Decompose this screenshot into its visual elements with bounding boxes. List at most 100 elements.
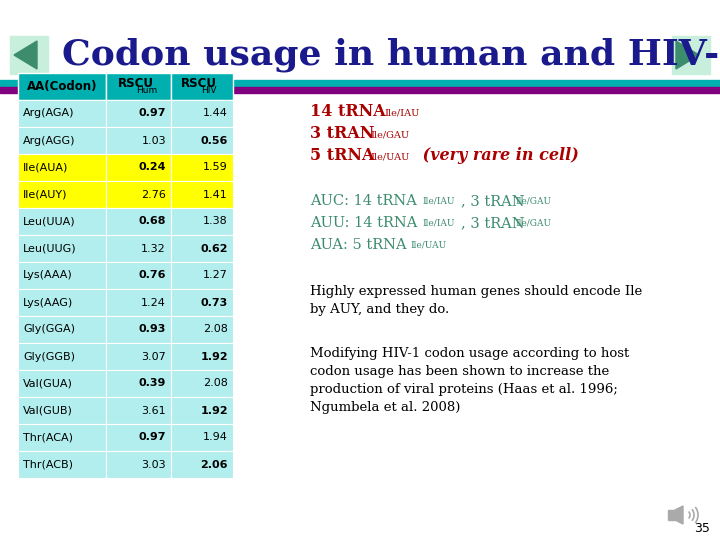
Bar [0,80,720,87]
Text: RSCU: RSCU [117,77,153,90]
Bar [171,73,233,100]
Bar [106,289,171,316]
Text: AUA: 5 tRNA: AUA: 5 tRNA [310,238,407,252]
Bar [171,100,233,127]
Text: 3 tRAN: 3 tRAN [310,125,374,142]
Bar [106,100,171,127]
Bar [18,100,106,127]
Bar [171,397,233,424]
Text: 3.61: 3.61 [141,406,166,415]
Bar [18,235,106,262]
Bar [18,343,106,370]
Bar [106,73,171,100]
Text: 0.56: 0.56 [201,136,228,145]
Text: 3.07: 3.07 [141,352,166,361]
Bar [171,262,233,289]
Bar [0,87,720,93]
Bar [18,289,106,316]
Bar [106,424,171,451]
Text: Gly(GGB): Gly(GGB) [23,352,75,361]
Text: 1.41: 1.41 [203,190,228,199]
Text: 1.38: 1.38 [203,217,228,226]
Text: 1.27: 1.27 [203,271,228,280]
Bar [106,154,171,181]
Bar [10,36,48,74]
Text: 1.92: 1.92 [200,352,228,361]
Bar [106,316,171,343]
Text: 1.44: 1.44 [203,109,228,118]
Text: Leu(UUA): Leu(UUA) [23,217,76,226]
Text: AUC: 14 tRNA: AUC: 14 tRNA [310,194,417,208]
Bar [668,510,675,520]
Bar [171,127,233,154]
Text: Thr(ACB): Thr(ACB) [23,460,73,469]
Text: 0.68: 0.68 [138,217,166,226]
Bar [171,451,233,478]
Polygon shape [14,41,37,69]
Bar [171,181,233,208]
Text: Ile/GAU: Ile/GAU [370,130,409,139]
Bar [106,343,171,370]
Text: 0.76: 0.76 [138,271,166,280]
Text: 14 tRNA: 14 tRNA [310,103,386,120]
Bar [18,397,106,424]
Text: Hum: Hum [136,86,157,95]
Text: 35: 35 [694,522,710,535]
Text: Gly(GGA): Gly(GGA) [23,325,75,334]
Text: AA(Codon): AA(Codon) [27,80,97,93]
Text: 2.06: 2.06 [200,460,228,469]
Text: 1.59: 1.59 [203,163,228,172]
Text: Ile/GAU: Ile/GAU [515,196,551,205]
Bar [171,370,233,397]
Bar [18,451,106,478]
Bar [171,235,233,262]
Bar [106,397,171,424]
Text: 0.62: 0.62 [200,244,228,253]
Text: (very rare in cell): (very rare in cell) [417,147,579,164]
Bar [18,424,106,451]
Bar [18,208,106,235]
Bar [106,181,171,208]
Text: 1.32: 1.32 [141,244,166,253]
Text: 3.03: 3.03 [141,460,166,469]
Bar [171,208,233,235]
Bar [18,262,106,289]
Text: Ile/IAU: Ile/IAU [422,196,454,205]
Text: 1.92: 1.92 [200,406,228,415]
Text: 0.93: 0.93 [139,325,166,334]
Text: codon usage has been shown to increase the: codon usage has been shown to increase t… [310,365,609,378]
Bar [18,127,106,154]
Text: Modifying HIV-1 codon usage according to host: Modifying HIV-1 codon usage according to… [310,347,629,360]
Bar [18,73,106,100]
Text: 0.39: 0.39 [139,379,166,388]
Bar [171,154,233,181]
Text: 0.24: 0.24 [138,163,166,172]
Text: Codon usage in human and HIV-1: Codon usage in human and HIV-1 [62,38,720,72]
Text: 0.73: 0.73 [201,298,228,307]
Bar [106,451,171,478]
Bar [171,289,233,316]
Text: Lys(AAG): Lys(AAG) [23,298,73,307]
Text: HIV: HIV [202,86,217,95]
Text: Ile/UAU: Ile/UAU [370,152,410,161]
Bar [0,0,720,80]
Bar [106,208,171,235]
Bar [106,127,171,154]
Text: 0.97: 0.97 [138,433,166,442]
Text: Highly expressed human genes should encode Ile: Highly expressed human genes should enco… [310,285,642,298]
Text: Val(GUB): Val(GUB) [23,406,73,415]
Text: 5 tRNA: 5 tRNA [310,147,374,164]
Text: Ile(AUY): Ile(AUY) [23,190,68,199]
Text: , 3 tRAN: , 3 tRAN [461,216,525,230]
Text: 1.94: 1.94 [203,433,228,442]
Text: production of viral proteins (Haas et al. 1996;: production of viral proteins (Haas et al… [310,383,618,396]
Bar [171,424,233,451]
Text: Arg(AGG): Arg(AGG) [23,136,76,145]
Text: Ile/IAU: Ile/IAU [384,108,419,117]
Text: by AUY, and they do.: by AUY, and they do. [310,303,449,316]
Text: Ile/IAU: Ile/IAU [422,218,454,227]
Bar [18,370,106,397]
Text: Lys(AAA): Lys(AAA) [23,271,73,280]
Text: 1.24: 1.24 [141,298,166,307]
Text: 0.97: 0.97 [138,109,166,118]
